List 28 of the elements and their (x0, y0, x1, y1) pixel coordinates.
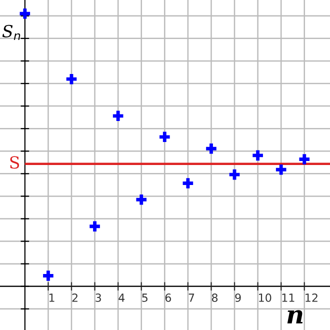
x-tick-label: 10 (259, 294, 272, 302)
point (90, 221, 100, 232)
x-tick-label: 4 (118, 294, 125, 302)
x-tick-label: 6 (165, 294, 172, 302)
point (299, 154, 310, 164)
x-tick-label: 12 (306, 294, 318, 302)
point (252, 150, 263, 161)
point (276, 164, 286, 175)
x-tick-label: 5 (142, 294, 148, 302)
x-tick-label: 9 (235, 294, 241, 302)
point (20, 8, 30, 19)
point (43, 270, 54, 281)
point (229, 169, 240, 180)
point (160, 132, 170, 142)
x-tick-label: 11 (282, 294, 294, 302)
x-tick-label: 8 (212, 294, 218, 302)
point (136, 194, 147, 205)
point (182, 178, 194, 188)
y-axis-title: S$_{n}$ (2, 24, 20, 40)
x-tick-label: 2 (72, 294, 78, 302)
point (66, 74, 77, 84)
x-axis-title: n (287, 310, 303, 324)
ref-line-label: S (10, 156, 20, 169)
x-tick-label: 3 (96, 294, 101, 302)
x-tick-label: 1 (49, 294, 54, 302)
point (112, 110, 124, 122)
x-tick-label: 7 (188, 294, 194, 302)
point (206, 143, 216, 154)
